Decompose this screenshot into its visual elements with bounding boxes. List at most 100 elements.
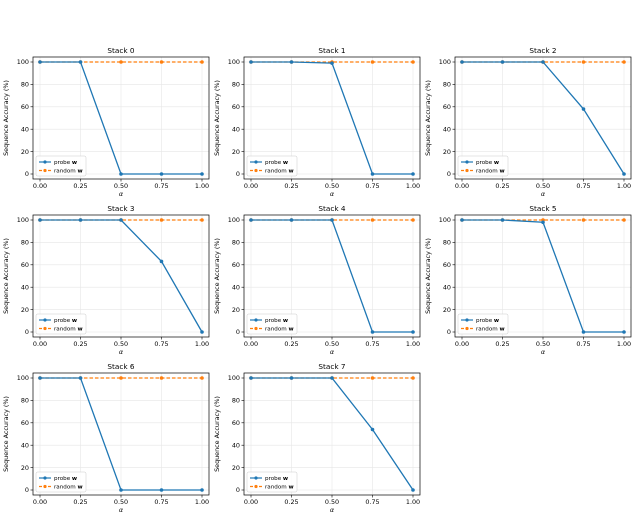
data-point-probe bbox=[159, 172, 164, 176]
subplot-title: Stack 4 bbox=[318, 204, 346, 213]
x-tick-label: 0.00 bbox=[455, 340, 469, 348]
y-tick-label: 80 bbox=[232, 397, 240, 405]
x-tick-label: 0.00 bbox=[244, 182, 258, 190]
y-tick-label: 60 bbox=[232, 261, 240, 269]
legend-marker-probe bbox=[465, 318, 469, 322]
x-axis-label: α bbox=[330, 506, 335, 514]
x-tick-label: 0.00 bbox=[455, 182, 469, 190]
data-point-probe bbox=[249, 218, 253, 222]
data-point-probe bbox=[159, 488, 164, 492]
subplot-1: 0.00 0.25 0.50 0.75 1.00 0 20 40 60 80 100 Stack 1 α… bbox=[213, 46, 421, 198]
x-tick-label: 0.50 bbox=[325, 340, 339, 348]
data-point-random bbox=[159, 218, 164, 222]
x-tick-label: 0.00 bbox=[33, 182, 47, 190]
legend-bold-symbol: w bbox=[494, 160, 499, 166]
data-point-random bbox=[622, 218, 626, 222]
legend-label-probe: probe w bbox=[54, 318, 77, 324]
y-tick-label: 80 bbox=[21, 397, 29, 405]
x-tick-label: 0.25 bbox=[495, 340, 509, 348]
data-point-random bbox=[370, 60, 375, 64]
legend-marker-probe bbox=[465, 160, 469, 164]
legend-marker-probe bbox=[43, 476, 47, 480]
x-tick-label: 0.50 bbox=[114, 182, 128, 190]
subplot-4: 0.00 0.25 0.50 0.75 1.00 0 20 40 60 80 100 Stack 4 α… bbox=[213, 204, 421, 356]
y-tick-label: 0 bbox=[236, 170, 240, 178]
legend-label-random: random w bbox=[476, 327, 505, 333]
subplot-3: 0.00 0.25 0.50 0.75 1.00 0 20 40 60 80 100 Stack 3 α… bbox=[2, 204, 210, 356]
y-tick-label: 20 bbox=[21, 464, 29, 472]
data-point-random bbox=[200, 60, 204, 64]
x-tick-label: 0.75 bbox=[154, 498, 168, 506]
data-point-random bbox=[411, 60, 415, 64]
x-axis-label: α bbox=[330, 190, 335, 198]
legend-bold-symbol: w bbox=[283, 160, 288, 166]
data-point-random bbox=[411, 218, 415, 222]
y-tick-label: 60 bbox=[232, 419, 240, 427]
y-tick-label: 100 bbox=[17, 374, 29, 382]
subplot-5: 0.00 0.25 0.50 0.75 1.00 0 20 40 60 80 100 Stack 5 α… bbox=[424, 204, 632, 356]
y-tick-label: 100 bbox=[439, 216, 451, 224]
x-tick-label: 0.25 bbox=[495, 182, 509, 190]
data-point-probe bbox=[159, 259, 164, 264]
data-point-probe bbox=[200, 172, 204, 176]
subplot-title: Stack 3 bbox=[107, 204, 135, 213]
legend-label-probe: probe w bbox=[476, 160, 499, 166]
y-tick-label: 20 bbox=[443, 148, 451, 156]
x-tick-label: 0.75 bbox=[365, 340, 379, 348]
data-point-random bbox=[159, 376, 164, 380]
subplot-title: Stack 5 bbox=[529, 204, 556, 213]
legend-bold-symbol: w bbox=[499, 169, 504, 175]
data-point-probe bbox=[411, 172, 415, 176]
data-point-probe bbox=[78, 60, 83, 64]
legend-bold-symbol: w bbox=[494, 318, 499, 324]
x-tick-label: 0.75 bbox=[154, 182, 168, 190]
y-tick-label: 20 bbox=[232, 148, 240, 156]
subplot-title: Stack 1 bbox=[318, 46, 345, 55]
legend-marker-random bbox=[254, 326, 258, 331]
data-point-probe bbox=[330, 218, 334, 222]
x-tick-label: 0.00 bbox=[33, 340, 47, 348]
data-point-random bbox=[119, 60, 123, 64]
data-point-probe bbox=[38, 60, 42, 64]
legend-label-random: random w bbox=[54, 485, 83, 491]
x-tick-label: 1.00 bbox=[406, 498, 420, 506]
legend-bold-symbol: w bbox=[283, 318, 288, 324]
x-tick-label: 1.00 bbox=[195, 182, 209, 190]
data-point-probe bbox=[38, 218, 42, 222]
legend-bold-symbol: w bbox=[77, 169, 82, 175]
legend-bold-symbol: w bbox=[288, 485, 293, 491]
legend-label-probe: probe w bbox=[54, 160, 77, 166]
data-point-random bbox=[119, 376, 123, 380]
data-point-probe bbox=[78, 376, 83, 380]
y-axis-label: Sequence Accuracy (%) bbox=[213, 396, 221, 472]
legend-marker-random bbox=[43, 484, 47, 489]
x-tick-label: 0.00 bbox=[244, 340, 258, 348]
legend-label-probe: probe w bbox=[265, 160, 288, 166]
legend-marker-probe bbox=[43, 160, 47, 164]
y-tick-label: 40 bbox=[443, 283, 451, 291]
data-point-random bbox=[622, 60, 626, 64]
y-tick-label: 100 bbox=[439, 58, 451, 66]
data-point-probe bbox=[78, 218, 83, 222]
y-tick-label: 80 bbox=[443, 81, 451, 89]
data-point-probe bbox=[370, 427, 375, 432]
subplot-title: Stack 6 bbox=[107, 362, 135, 371]
data-point-probe bbox=[119, 488, 123, 492]
data-point-probe bbox=[200, 330, 204, 334]
y-axis-label: Sequence Accuracy (%) bbox=[2, 238, 10, 314]
y-tick-label: 0 bbox=[236, 486, 240, 494]
x-tick-label: 0.00 bbox=[244, 498, 258, 506]
x-tick-label: 0.00 bbox=[33, 498, 47, 506]
y-tick-label: 40 bbox=[21, 441, 29, 449]
data-point-probe bbox=[411, 330, 415, 334]
x-tick-label: 0.50 bbox=[114, 498, 128, 506]
x-axis-label: α bbox=[119, 348, 124, 356]
legend-bold-symbol: w bbox=[77, 327, 82, 333]
legend-marker-random bbox=[465, 168, 469, 173]
data-point-probe bbox=[500, 60, 505, 64]
data-point-probe bbox=[500, 218, 505, 222]
data-point-random bbox=[370, 218, 375, 222]
legend-marker-random bbox=[465, 326, 469, 331]
x-tick-label: 0.25 bbox=[284, 182, 298, 190]
